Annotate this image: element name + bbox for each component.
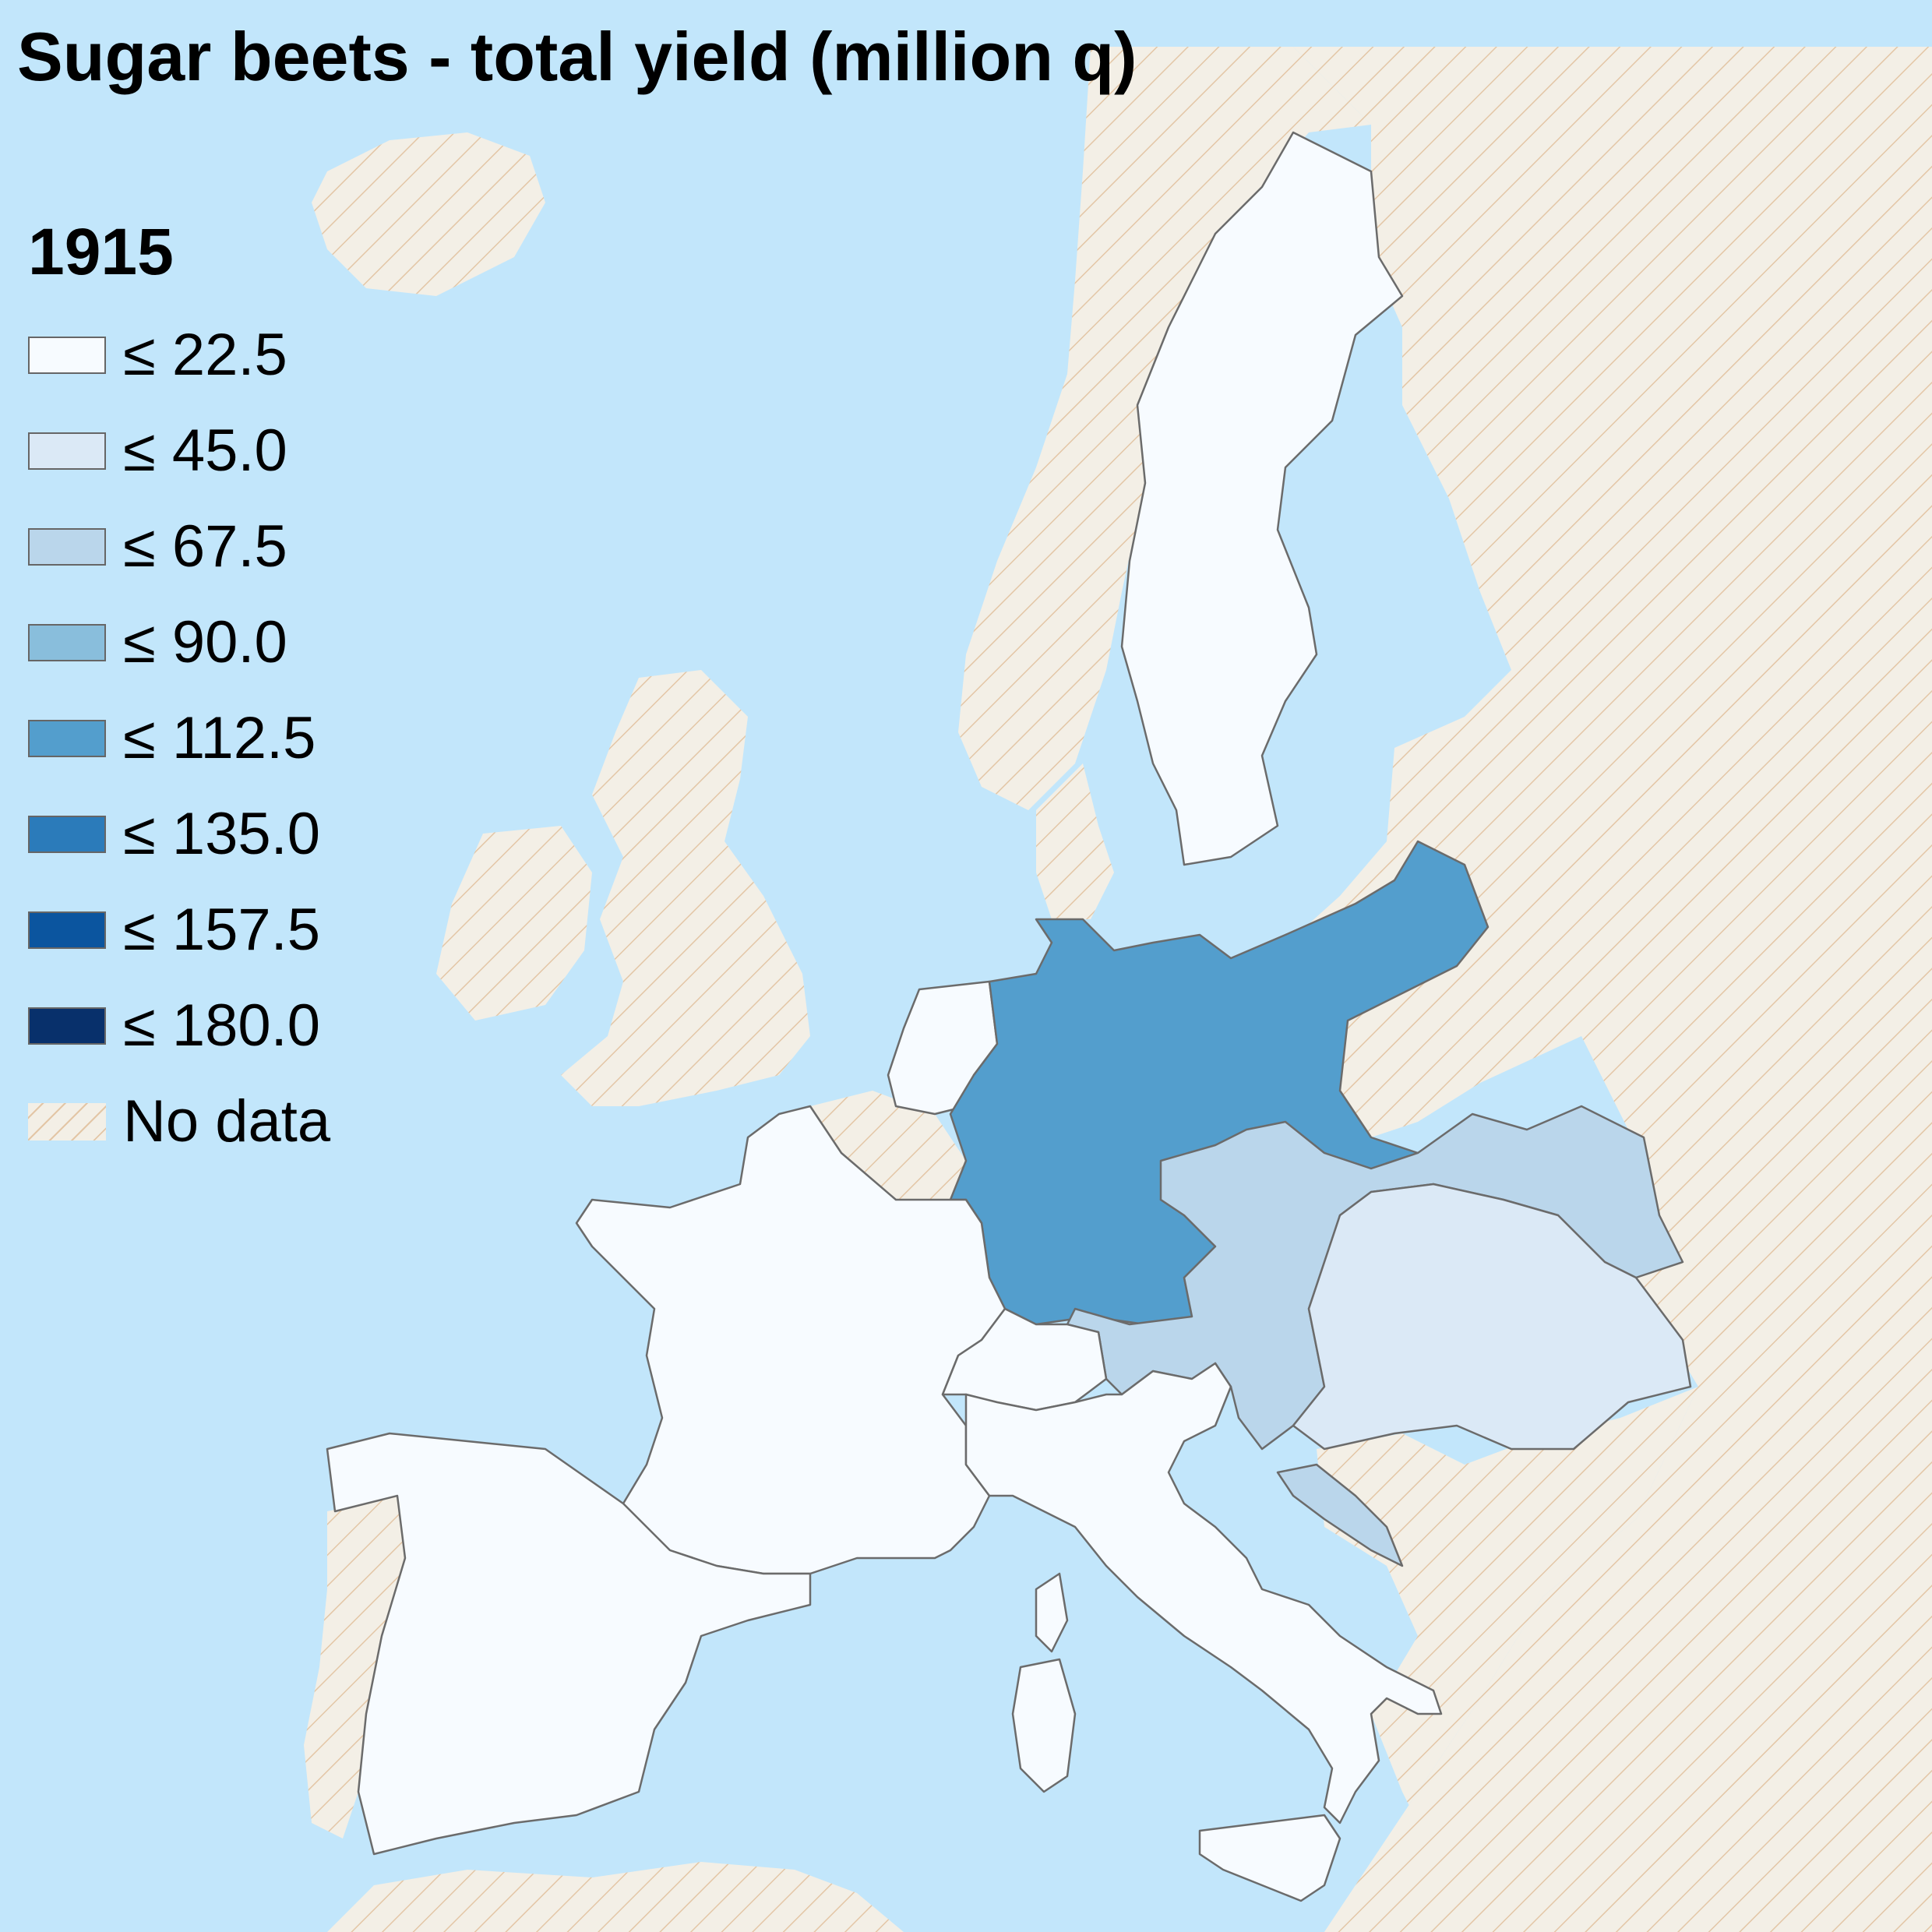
legend-item: ≤ 180.0 (28, 978, 330, 1074)
legend-item: No data (28, 1074, 330, 1169)
legend-swatch (28, 911, 106, 949)
russia-finland (1262, 47, 1932, 1932)
legend-item: ≤ 45.0 (28, 403, 330, 499)
region-corsica[interactable] (1035, 1572, 1069, 1653)
legend-label: ≤ 45.0 (123, 418, 287, 484)
legend-item: ≤ 112.5 (28, 690, 330, 786)
legend-swatch-no-data (28, 1102, 106, 1141)
denmark (1036, 763, 1114, 919)
legend-label: No data (123, 1088, 331, 1155)
region-dalmatia[interactable] (1276, 1463, 1404, 1567)
no-data-land (304, 47, 1932, 1932)
legend-label: ≤ 22.5 (123, 322, 287, 388)
legend-label: ≤ 112.5 (123, 705, 316, 771)
legend-item: ≤ 22.5 (28, 307, 330, 403)
ireland (436, 826, 592, 1021)
legend-swatch (28, 623, 106, 661)
region-sicily[interactable] (1198, 1814, 1341, 1902)
legend-year: 1915 (28, 215, 174, 288)
great-britain (561, 670, 810, 1106)
region-sweden[interactable] (1120, 131, 1404, 866)
balkans (1317, 1387, 1698, 1932)
legend-item: ≤ 67.5 (28, 499, 330, 594)
legend-swatch (28, 1007, 106, 1045)
legend-label: ≤ 157.5 (123, 897, 321, 963)
region-sardinia[interactable] (1011, 1658, 1077, 1793)
legend-label: ≤ 67.5 (123, 513, 287, 580)
legend-label: ≤ 180.0 (123, 992, 321, 1059)
legend-swatch (28, 336, 106, 374)
norway (958, 47, 1371, 810)
legend-item: ≤ 157.5 (28, 882, 330, 978)
legend-swatch (28, 432, 106, 470)
legend: 1915 ≤ 22.5 ≤ 45.0 ≤ 67.5 ≤ 90.0 ≤ 112.5… (28, 214, 330, 1169)
portugal (304, 1496, 405, 1839)
legend-label: ≤ 135.0 (123, 801, 321, 867)
legend-swatch (28, 719, 106, 757)
legend-swatch (28, 527, 106, 566)
region-spain[interactable] (326, 1432, 812, 1856)
belgium (810, 1091, 966, 1200)
legend-item: ≤ 135.0 (28, 786, 330, 882)
legend-label: ≤ 90.0 (123, 609, 287, 675)
legend-item: ≤ 90.0 (28, 594, 330, 690)
region-hungary[interactable] (1292, 1183, 1692, 1451)
map-title: Sugar beets - total yield (million q) (17, 18, 1137, 95)
countries (326, 131, 1692, 1902)
iceland (312, 132, 545, 296)
region-italy[interactable] (964, 1362, 1443, 1824)
legend-swatch (28, 815, 106, 853)
north-africa (327, 1862, 904, 1932)
